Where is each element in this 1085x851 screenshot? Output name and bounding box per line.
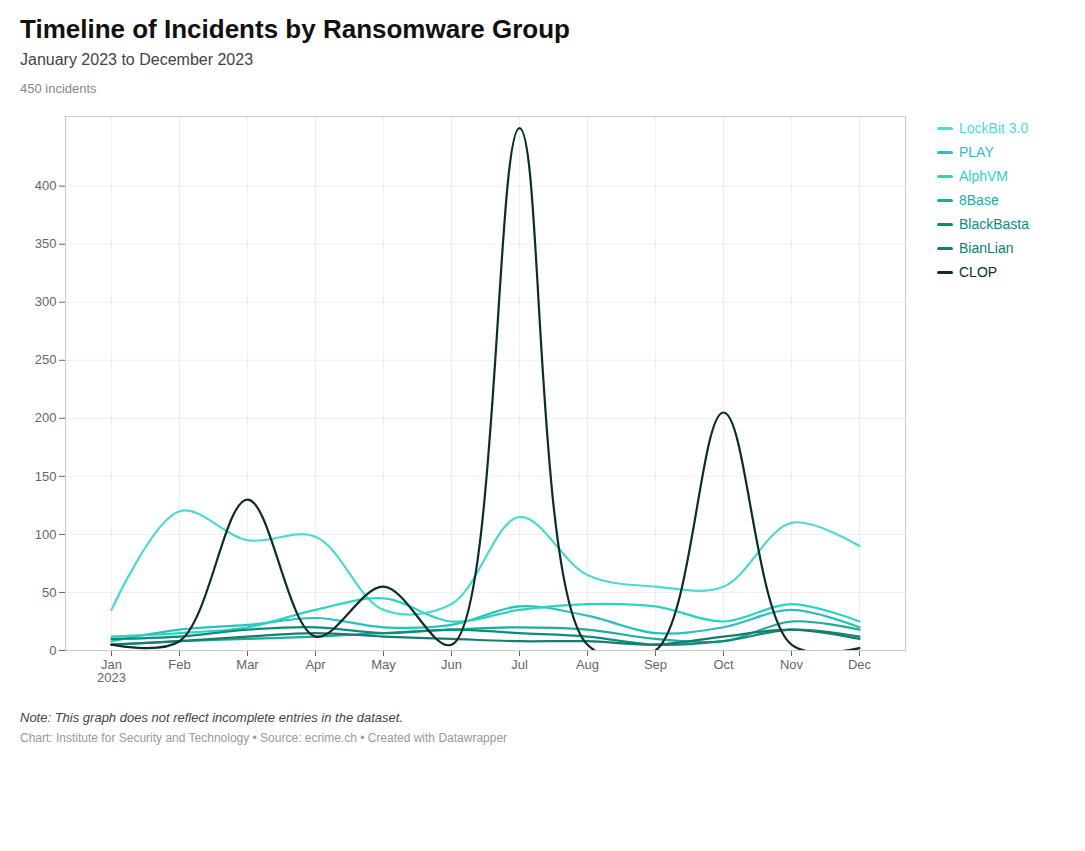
svg-text:Jun: Jun bbox=[441, 657, 462, 672]
html-text:BianLian: BianLian bbox=[959, 240, 1014, 256]
html-text:8Base: 8Base bbox=[959, 192, 999, 208]
svg-text:50: 50 bbox=[42, 585, 56, 600]
html-text:Note: This graph does not refl: Note: This graph does not reflect incomp… bbox=[20, 710, 403, 725]
svg-text:Apr: Apr bbox=[305, 657, 326, 672]
html-text:PLAY: PLAY bbox=[959, 144, 994, 160]
svg-text:May: May bbox=[371, 657, 396, 672]
svg-text:Dec: Dec bbox=[848, 657, 872, 672]
svg-text:150: 150 bbox=[35, 469, 57, 484]
svg-text:Oct: Oct bbox=[713, 657, 734, 672]
html-text:LockBit 3.0: LockBit 3.0 bbox=[959, 120, 1029, 136]
svg-text:Jul: Jul bbox=[511, 657, 528, 672]
html-text:CLOP: CLOP bbox=[959, 264, 998, 280]
svg-text:Feb: Feb bbox=[168, 657, 190, 672]
svg-text:Jan2023: Jan2023 bbox=[97, 657, 126, 685]
svg-text:Mar: Mar bbox=[236, 657, 259, 672]
svg-text:300: 300 bbox=[35, 294, 57, 309]
svg-text:Aug: Aug bbox=[576, 657, 599, 672]
html-text:Timeline of Incidents by Ranso: Timeline of Incidents by Ransomware Grou… bbox=[20, 14, 570, 44]
svg-text:250: 250 bbox=[35, 352, 57, 367]
html-text:Chart: Institute for Security: Chart: Institute for Security and Techno… bbox=[20, 731, 508, 745]
svg-text:400: 400 bbox=[35, 178, 57, 193]
svg-text:100: 100 bbox=[35, 527, 57, 542]
html-text:January 2023 to December 2023: January 2023 to December 2023 bbox=[20, 51, 253, 68]
html-text:450 incidents: 450 incidents bbox=[20, 81, 97, 96]
svg-text:Nov: Nov bbox=[780, 657, 804, 672]
html-text:BlackBasta: BlackBasta bbox=[959, 216, 1029, 232]
svg-text:200: 200 bbox=[35, 410, 57, 425]
svg-text:350: 350 bbox=[35, 236, 57, 251]
html-text:AlphVM: AlphVM bbox=[959, 168, 1008, 184]
svg-text:Sep: Sep bbox=[644, 657, 667, 672]
svg-text:0: 0 bbox=[49, 643, 56, 658]
